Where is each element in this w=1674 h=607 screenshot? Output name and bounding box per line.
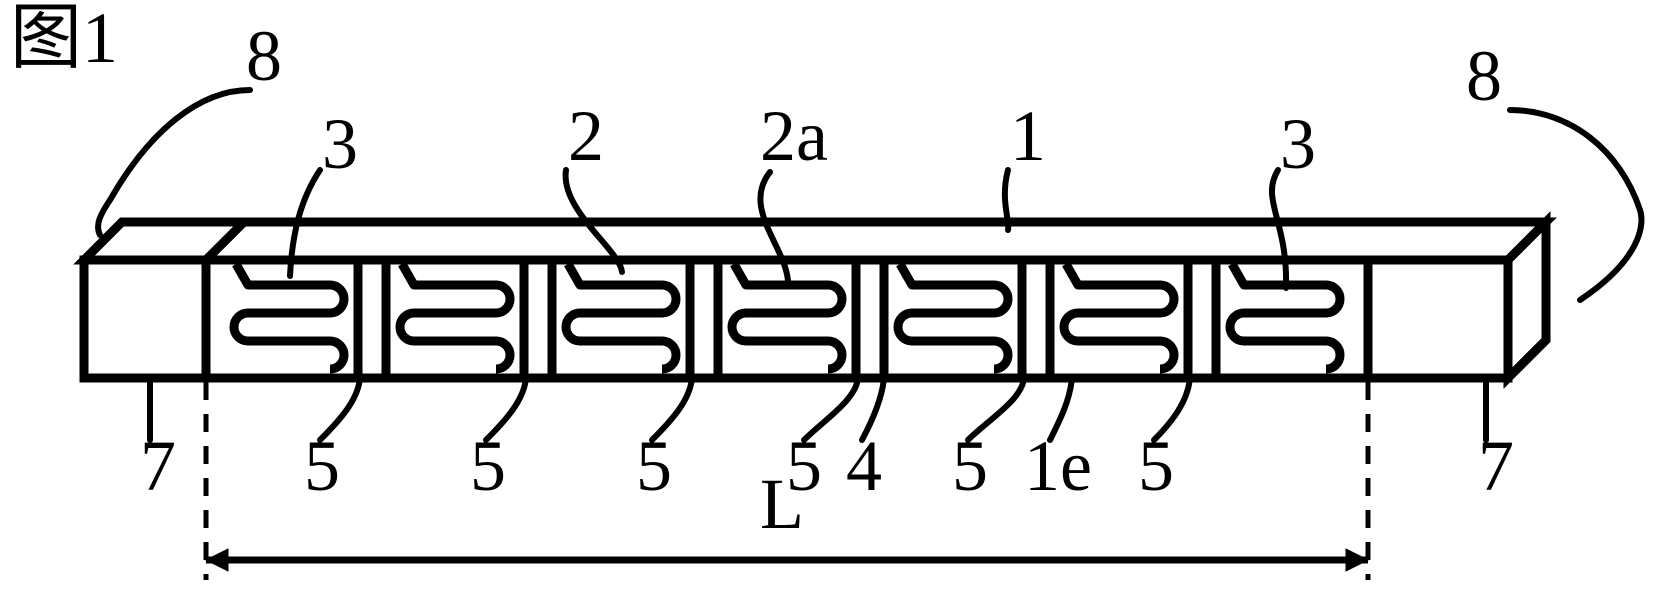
label-ref_7_right: 7	[1478, 426, 1514, 506]
label-ref_8_left: 8	[246, 16, 282, 96]
label-ref_5_a: 5	[304, 426, 340, 506]
label-ref_L: L	[760, 464, 804, 544]
label-ref_3_right: 3	[1280, 104, 1316, 184]
separator-3	[690, 260, 718, 378]
leader-l1	[1005, 170, 1008, 230]
separator-2	[524, 260, 552, 378]
block-front-face	[84, 260, 1508, 378]
separator-1	[358, 260, 386, 378]
label-ref_2a: 2a	[760, 96, 828, 176]
label-ref_5_e: 5	[952, 426, 988, 506]
leader-l8_left	[98, 90, 250, 235]
dim-arrow-left	[206, 549, 228, 571]
label-ref_8_right: 8	[1466, 36, 1502, 116]
label-ref_1e: 1e	[1024, 426, 1092, 506]
figure-1: 图1883322a17755555541eL	[0, 0, 1674, 607]
label-ref_1: 1	[1010, 96, 1046, 176]
block-top-face	[84, 222, 1546, 260]
label-ref_5_b: 5	[470, 426, 506, 506]
label-ref_5_c: 5	[636, 426, 672, 506]
label-title: 图1	[10, 0, 118, 78]
separator-5	[1022, 260, 1050, 378]
dim-arrow-right	[1346, 549, 1368, 571]
label-ref_3_left: 3	[322, 104, 358, 184]
label-ref_2: 2	[568, 96, 604, 176]
label-ref_5_f: 5	[1138, 426, 1174, 506]
label-ref_4: 4	[846, 426, 882, 506]
separator-4	[856, 260, 884, 378]
separator-6	[1188, 260, 1216, 378]
label-ref_7_left: 7	[140, 426, 176, 506]
